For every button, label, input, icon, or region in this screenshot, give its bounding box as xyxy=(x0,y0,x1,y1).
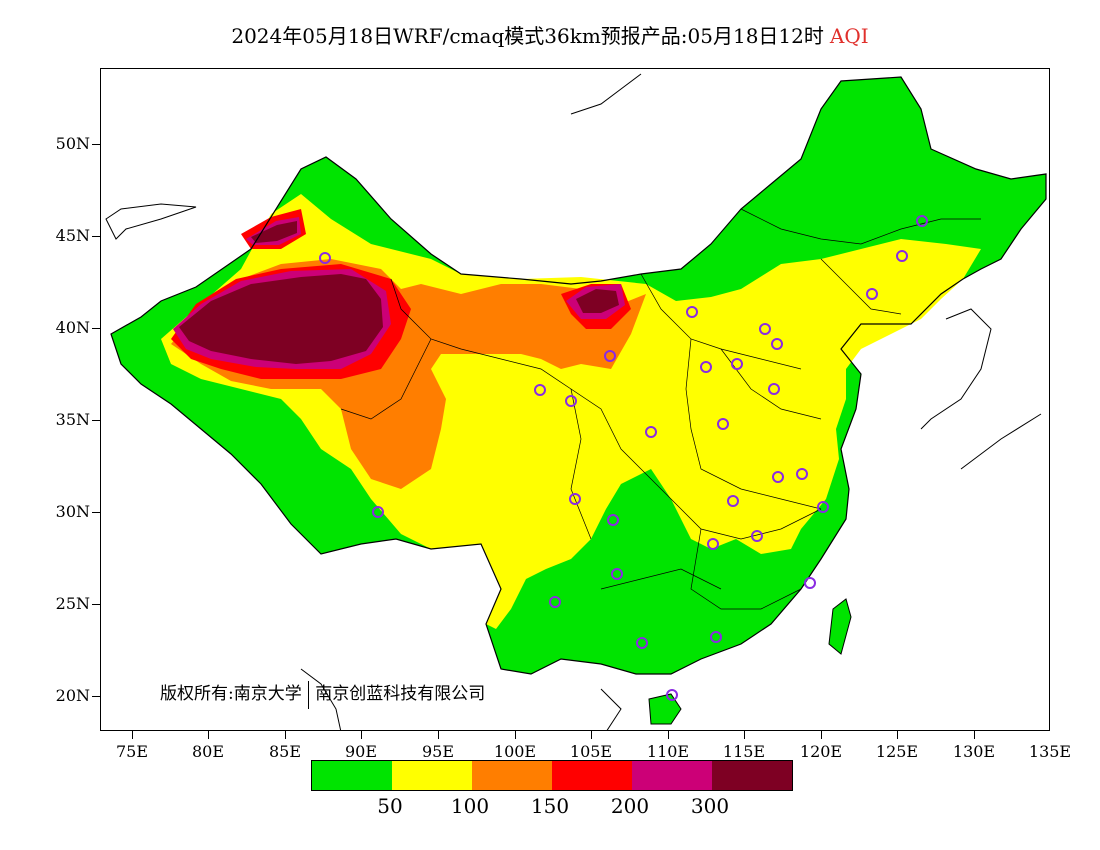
y-tick xyxy=(92,236,100,237)
x-tick xyxy=(361,731,362,739)
legend-label: 200 xyxy=(610,794,650,818)
y-tick xyxy=(92,604,100,605)
neighbor-coastlines xyxy=(105,73,1042,730)
x-tick xyxy=(974,731,975,739)
x-tick xyxy=(821,731,822,739)
y-tick xyxy=(92,420,100,421)
station-marker xyxy=(710,631,722,643)
aqi-forecast-map[interactable] xyxy=(100,68,1050,731)
station-marker xyxy=(804,577,816,589)
x-tick-label: 80E xyxy=(191,742,225,761)
copyright-left: 版权所有:南京大学 xyxy=(160,684,302,704)
station-marker xyxy=(604,350,616,362)
x-tick-label: 130E xyxy=(952,742,996,761)
y-tick xyxy=(92,512,100,513)
legend-swatch-unhealthy xyxy=(552,761,632,790)
station-marker xyxy=(759,323,771,335)
station-marker xyxy=(686,306,698,318)
legend-swatch-good xyxy=(312,761,392,790)
y-tick-label: 20N xyxy=(55,686,90,705)
copyright-right: 南京创蓝科技有限公司 xyxy=(315,684,486,704)
station-marker xyxy=(817,501,829,513)
x-tick xyxy=(132,731,133,739)
station-marker xyxy=(896,250,908,262)
station-markers xyxy=(319,215,928,701)
station-marker xyxy=(319,252,331,264)
x-tick xyxy=(285,731,286,739)
x-tick-label: 75E xyxy=(115,742,149,761)
station-marker xyxy=(707,538,719,550)
y-tick-label: 35N xyxy=(55,410,90,429)
x-tick-label: 100E xyxy=(493,742,537,761)
station-marker xyxy=(768,383,780,395)
x-tick-label: 90E xyxy=(344,742,378,761)
title-text: 2024年05月18日WRF/cmaq模式36km预报产品:05月18日12时 xyxy=(231,24,824,48)
station-marker xyxy=(771,338,783,350)
legend-label: 150 xyxy=(530,794,570,818)
x-tick xyxy=(591,731,592,739)
station-marker xyxy=(534,384,546,396)
x-tick xyxy=(668,731,669,739)
station-marker xyxy=(727,495,739,507)
station-marker xyxy=(717,418,729,430)
copyright-separator xyxy=(307,680,310,709)
legend-swatch-very-unhealthy xyxy=(632,761,712,790)
map-title: 2024年05月18日WRF/cmaq模式36km预报产品:05月18日12时 A… xyxy=(0,20,1100,49)
x-tick-label: 125E xyxy=(875,742,919,761)
legend-label: 100 xyxy=(450,794,490,818)
station-marker xyxy=(549,596,561,608)
y-tick xyxy=(92,328,100,329)
legend-swatch-sensitive xyxy=(472,761,552,790)
y-tick-label: 30N xyxy=(55,502,90,521)
station-marker xyxy=(372,506,384,518)
y-tick-label: 40N xyxy=(55,318,90,337)
station-marker xyxy=(611,568,623,580)
title-aqi-highlight: AQI xyxy=(829,24,869,48)
y-tick-label: 45N xyxy=(55,226,90,245)
legend-swatch-hazardous xyxy=(712,761,792,790)
station-marker xyxy=(772,471,784,483)
x-tick xyxy=(208,731,209,739)
station-marker xyxy=(666,689,678,701)
x-tick-label: 115E xyxy=(722,742,766,761)
x-tick-label: 110E xyxy=(646,742,690,761)
x-tick-label: 135E xyxy=(1028,742,1072,761)
x-tick xyxy=(897,731,898,739)
aqi-legend-bar xyxy=(311,760,793,791)
station-marker xyxy=(866,288,878,300)
province-borders xyxy=(340,208,981,610)
station-marker xyxy=(636,637,648,649)
y-tick xyxy=(92,696,100,697)
copyright-notice: 版权所有:南京大学 南京创蓝科技有限公司 xyxy=(160,679,485,709)
x-tick xyxy=(438,731,439,739)
station-marker xyxy=(569,493,581,505)
station-marker xyxy=(700,361,712,373)
x-tick-label: 120E xyxy=(799,742,843,761)
station-marker xyxy=(751,530,763,542)
station-marker xyxy=(796,468,808,480)
x-tick xyxy=(515,731,516,739)
legend-label: 300 xyxy=(690,794,730,818)
station-marker xyxy=(916,215,928,227)
map-canvas xyxy=(105,73,1047,730)
region-aqi-hazardous xyxy=(179,221,619,364)
y-tick xyxy=(92,144,100,145)
x-tick-label: 85E xyxy=(268,742,302,761)
station-marker xyxy=(565,395,577,407)
x-tick-label: 95E xyxy=(421,742,455,761)
country-outline xyxy=(110,76,1047,675)
legend-label: 50 xyxy=(377,794,403,818)
y-tick-label: 25N xyxy=(55,594,90,613)
x-tick xyxy=(744,731,745,739)
station-marker xyxy=(607,514,619,526)
region-taiwan xyxy=(828,598,852,655)
legend-swatch-moderate xyxy=(392,761,472,790)
y-tick-label: 50N xyxy=(55,134,90,153)
x-tick-label: 105E xyxy=(569,742,613,761)
station-marker xyxy=(645,426,657,438)
station-marker xyxy=(731,358,743,370)
